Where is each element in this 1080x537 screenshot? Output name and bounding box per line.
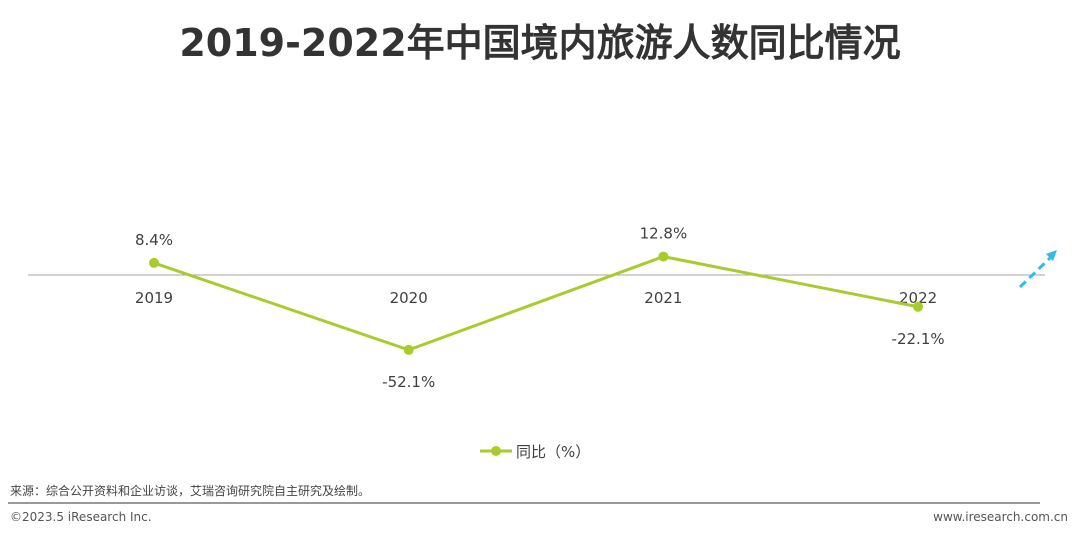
- data-point: [149, 257, 159, 268]
- legend-marker: [491, 446, 501, 456]
- page-title: 2019-2022年中国境内旅游人数同比情况: [179, 21, 901, 65]
- website-link[interactable]: www.iresearch.com.cn: [933, 510, 1068, 524]
- axis-break-arrow: [1018, 256, 1052, 289]
- data-label: -22.1%: [892, 330, 945, 348]
- data-label: -52.1%: [382, 373, 435, 391]
- data-point: [913, 301, 924, 312]
- series-line: [153, 255, 919, 352]
- x-tick-label: 2020: [390, 289, 428, 307]
- data-label: 8.4%: [135, 231, 173, 249]
- x-tick-label: 2022: [899, 289, 937, 307]
- copyright: ©2023.5 iResearch Inc.: [10, 510, 152, 524]
- legend-label: 同比（%）: [516, 443, 590, 461]
- arrow-head-icon: [1046, 250, 1057, 261]
- source-note: 来源：综合公开资料和企业访谈，艾瑞咨询研究院自主研究及绘制。: [10, 484, 371, 498]
- data-label: 12.8%: [640, 225, 688, 243]
- x-tick-label: 2021: [644, 289, 682, 307]
- footer-divider: [8, 502, 1040, 504]
- data-point: [403, 344, 414, 355]
- data-point: [658, 251, 669, 262]
- x-tick-label: 2019: [135, 289, 173, 307]
